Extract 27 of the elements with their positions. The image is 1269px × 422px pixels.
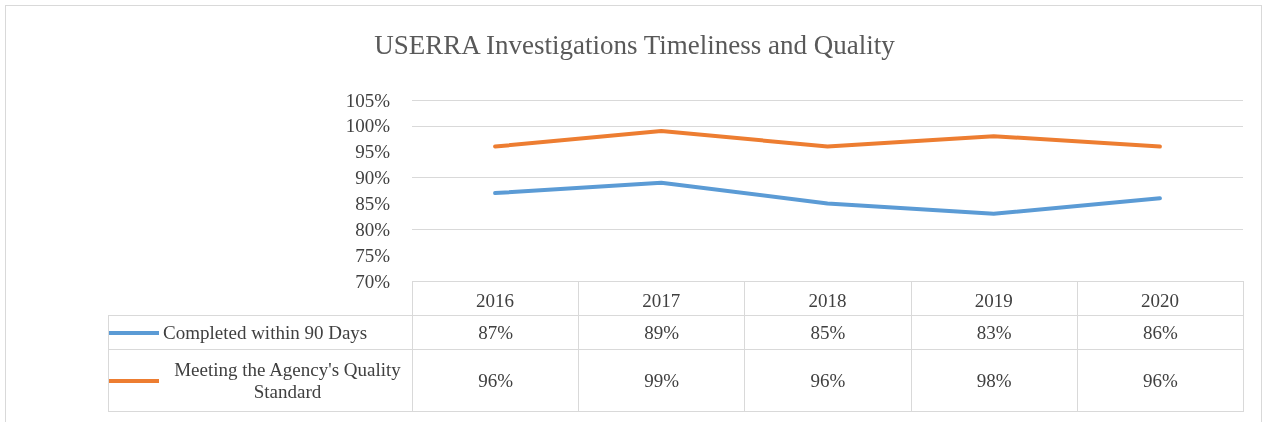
x-tick-label: 2019	[974, 290, 1013, 311]
data-label: 89%	[578, 315, 745, 350]
data-label: 96%	[412, 349, 579, 412]
data-label: 83%	[911, 315, 1078, 350]
y-tick-label: 100%	[345, 115, 391, 137]
legend-label: Completed within 90 Days	[163, 321, 368, 344]
data-label: 86%	[1077, 315, 1244, 350]
data-label: 98%	[911, 349, 1078, 412]
x-tick-label: 2016	[476, 290, 515, 311]
legend-label: Meeting the Agency's Quality Standard	[173, 358, 402, 403]
data-label: 96%	[744, 349, 912, 412]
data-label: 87%	[412, 315, 579, 350]
x-tick-label: 2018	[808, 290, 847, 311]
line-series	[493, 180, 1162, 216]
y-tick-label: 75%	[355, 244, 391, 266]
y-tick-label: 70%	[355, 270, 391, 292]
y-tick-label: 85%	[355, 192, 391, 214]
x-tick-label: 2020	[1140, 290, 1179, 311]
y-tick-label: 105%	[345, 89, 391, 111]
data-label: 85%	[744, 315, 912, 350]
y-tick-label: 80%	[355, 218, 391, 240]
y-tick-label: 95%	[355, 141, 391, 163]
y-tick-label: 90%	[355, 167, 391, 189]
chart-title: USERRA Investigations Timeliness and Quality	[374, 29, 896, 60]
data-label: 96%	[1077, 349, 1244, 412]
x-tick-label: 2017	[642, 290, 681, 311]
data-label: 99%	[578, 349, 745, 412]
